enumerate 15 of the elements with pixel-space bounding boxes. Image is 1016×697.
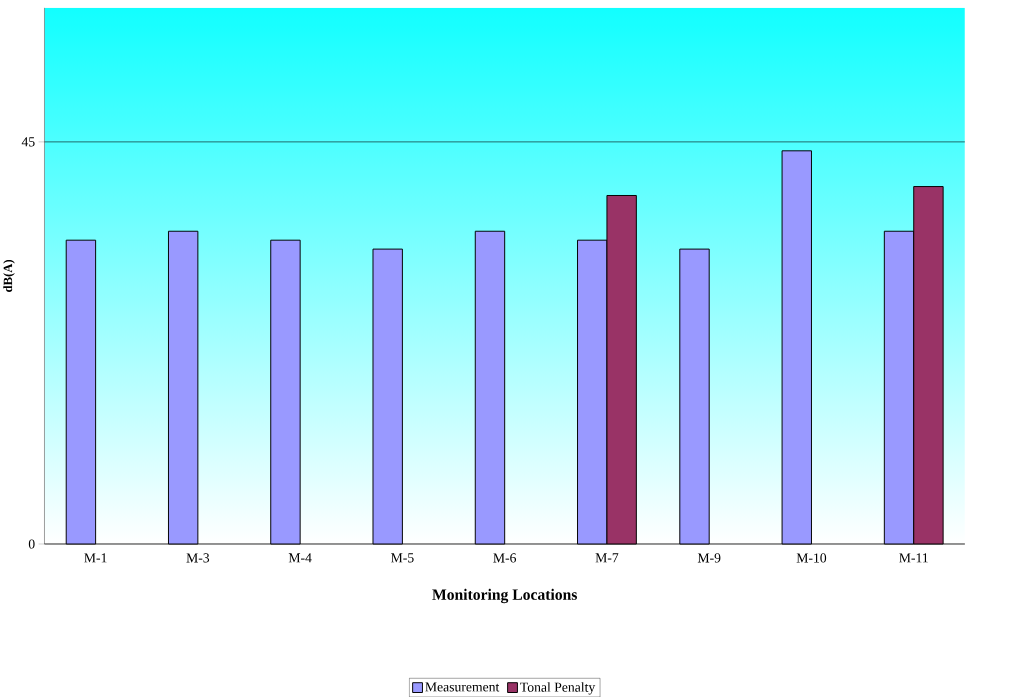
y-axis-title: dB(A) <box>3 259 15 292</box>
y-tick-label: 0 <box>28 539 35 549</box>
legend-label: Measurement <box>425 682 500 692</box>
x-tick-label: M-4 <box>288 553 312 563</box>
x-tick-label: M-11 <box>899 553 928 563</box>
x-tick-label: M-7 <box>595 553 619 563</box>
x-tick-label: M-9 <box>697 553 721 563</box>
x-axis-title: Monitoring Locations <box>432 588 577 604</box>
legend-label: Tonal Penalty <box>520 682 596 695</box>
y-tick-label: 45 <box>21 137 35 147</box>
x-tick-label: M-1 <box>84 553 107 563</box>
x-tick-label: M-6 <box>493 553 517 563</box>
x-tick-label: M-3 <box>186 553 210 563</box>
x-tick-label: M-5 <box>391 553 414 563</box>
x-tick-label: M-10 <box>796 553 827 563</box>
